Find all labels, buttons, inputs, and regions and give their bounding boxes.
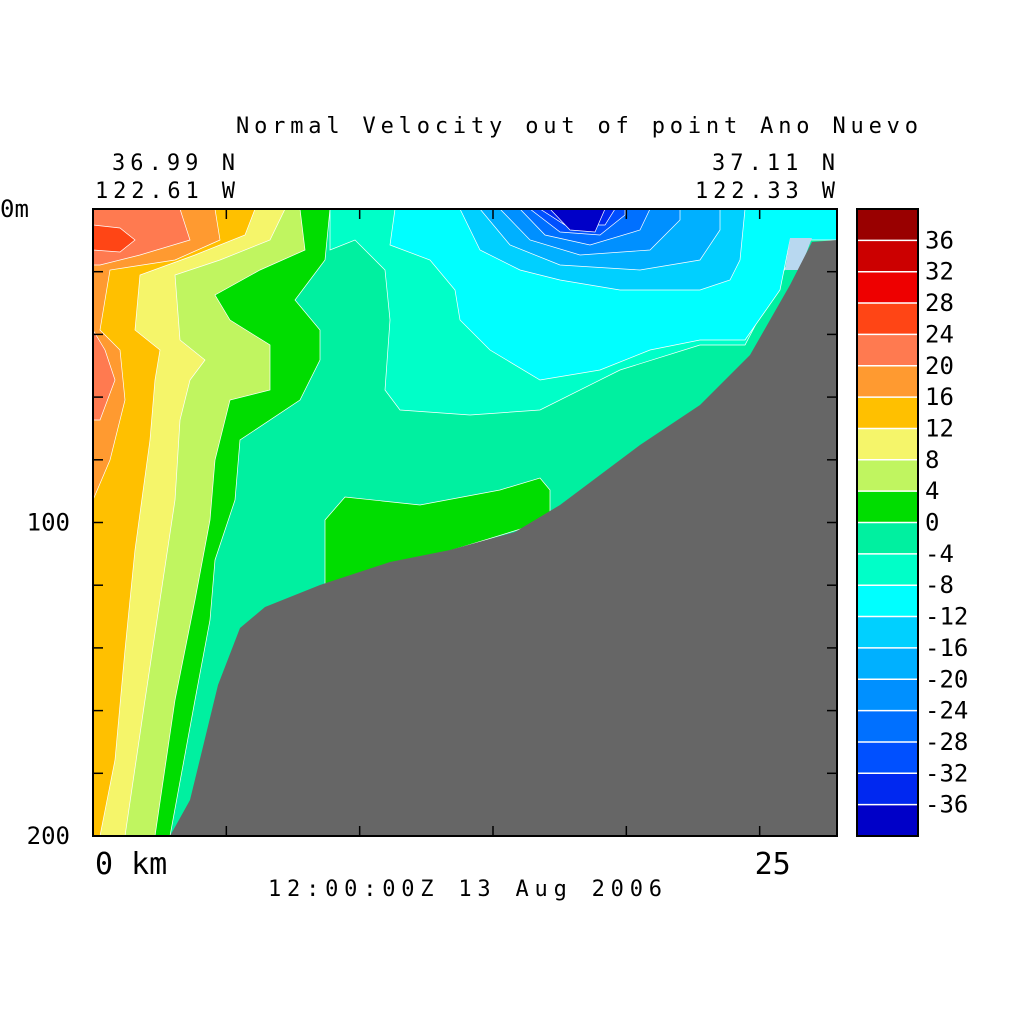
x-tick-label: 25 <box>755 847 791 882</box>
colorbar-band <box>857 679 918 711</box>
colorbar-tick-label: 32 <box>925 258 954 286</box>
contour-band <box>93 209 256 836</box>
colorbar-tick-label: 8 <box>925 446 939 474</box>
colorbar-band <box>857 334 918 366</box>
contour-band <box>93 224 136 253</box>
right-lat: 37.11 N <box>712 151 835 176</box>
colorbar-tick-label: 4 <box>925 477 939 505</box>
colorbar-tick-label: -32 <box>925 759 968 787</box>
contour-field <box>93 209 837 836</box>
bathymetry <box>170 240 837 836</box>
colorbar-tick-label: -36 <box>925 791 968 819</box>
y-tick-label: 100 <box>27 509 70 537</box>
colorbar-band <box>857 491 918 523</box>
colorbar-band <box>857 209 918 241</box>
colorbar-band <box>857 804 918 836</box>
colorbar-frame <box>856 208 919 837</box>
colorbar-tick-label: -28 <box>925 728 968 756</box>
colorbar-tick-label: -16 <box>925 634 968 662</box>
time-label: 12:00:00Z 13 Aug 2006 <box>268 877 662 902</box>
colorbar-tick-label: 36 <box>925 226 954 254</box>
colorbar-band <box>857 303 918 335</box>
colorbar-band <box>857 585 918 617</box>
colorbar-band <box>857 397 918 429</box>
colorbar-tick-label: -4 <box>925 540 954 568</box>
colorbar-band <box>857 271 918 304</box>
colorbar-band <box>857 522 918 554</box>
colorbar-band <box>857 616 918 648</box>
x-tick-label: 0 km <box>95 847 167 882</box>
colorbar-band <box>857 647 918 680</box>
y-tick-label: 200 <box>27 822 70 850</box>
colorbar-tick-label: 0 <box>925 509 939 537</box>
colorbar-tick-label: 20 <box>925 352 954 380</box>
colorbar-band <box>857 240 918 272</box>
colorbar-tick-label: 12 <box>925 414 954 442</box>
chart-title: Normal Velocity out of point Ano Nuevo <box>236 114 918 139</box>
left-lat: 36.99 N <box>112 151 235 176</box>
colorbar-band <box>857 553 918 586</box>
contour-band <box>549 209 606 233</box>
colorbar-tick-label: -8 <box>925 571 954 599</box>
land-edge <box>785 238 812 270</box>
colorbar-tick-label: 16 <box>925 383 954 411</box>
colorbar-band <box>857 741 918 774</box>
colorbar-band <box>857 365 918 398</box>
colorbar-band <box>857 773 918 805</box>
colorbar-tick-label: 24 <box>925 320 954 348</box>
colorbar-tick-label: -12 <box>925 603 968 631</box>
colorbar-band <box>857 459 918 492</box>
colorbar-tick-label: -20 <box>925 665 968 693</box>
right-lon: 122.33 W <box>695 179 836 204</box>
colorbar-band <box>857 710 918 742</box>
colorbar-band <box>857 428 918 460</box>
colorbar-tick-label: -24 <box>925 697 968 725</box>
plot-frame <box>92 208 838 837</box>
colorbar-tick-label: 28 <box>925 289 954 317</box>
y-tick-label: 0m <box>0 195 29 223</box>
left-lon: 122.61 W <box>95 179 236 204</box>
